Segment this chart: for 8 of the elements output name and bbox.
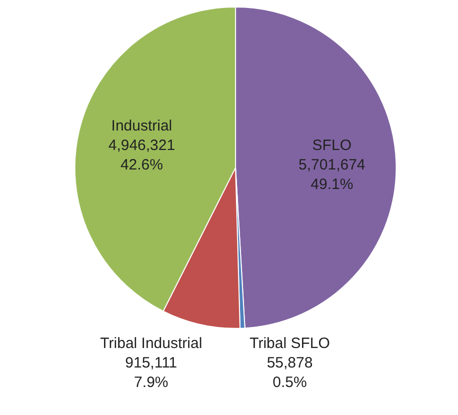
slice-label: Industrial [111, 117, 172, 134]
slice-label: Tribal SFLO [250, 335, 330, 352]
data-label: 55,878 0.5% [266, 354, 313, 392]
data-label: 5,701,674 49.1% [298, 156, 366, 193]
data-label: 915,111 7.9% [125, 354, 178, 392]
slice-label: SFLO [312, 136, 352, 154]
slice-label: Tribal Industrial [100, 335, 202, 352]
data-label: 4,946,321 42.6% [108, 136, 176, 174]
